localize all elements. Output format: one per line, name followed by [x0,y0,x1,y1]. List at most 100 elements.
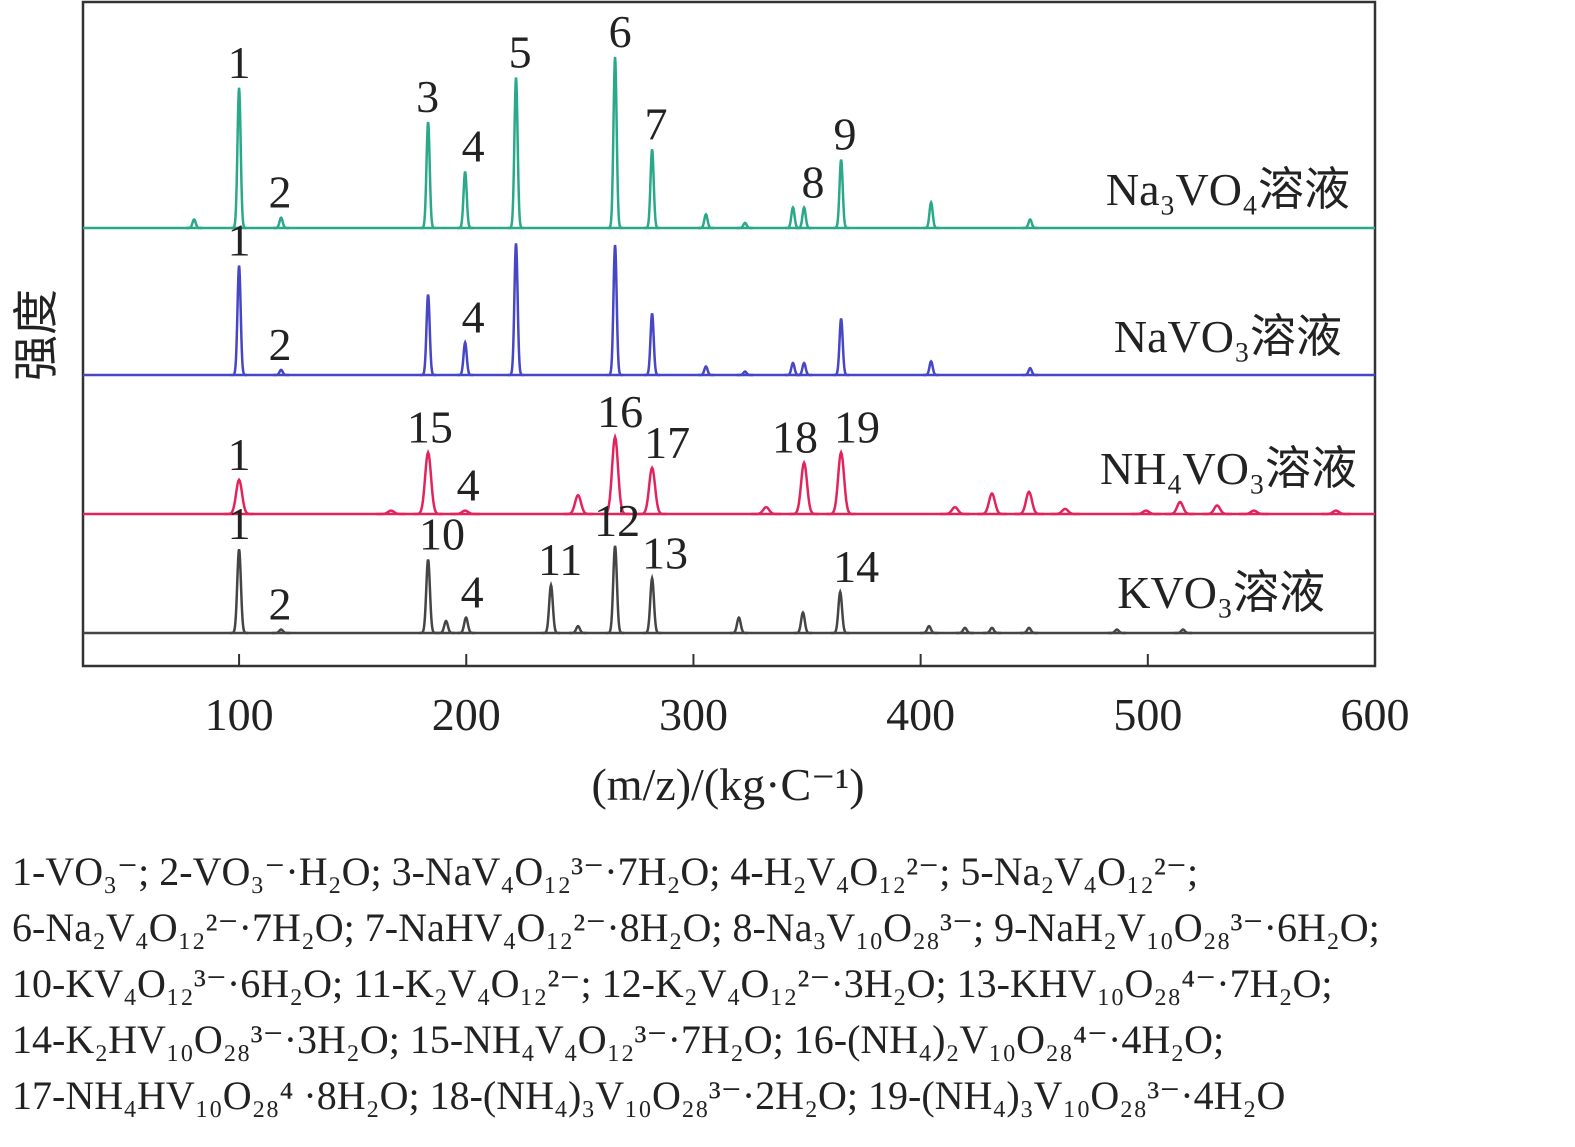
peak [919,624,939,635]
peak [1022,217,1039,230]
peak [644,313,661,377]
peak [600,432,630,516]
peak [831,588,850,635]
peak-label: 16 [597,386,643,437]
peak [1131,509,1161,516]
peak [568,624,588,635]
peak-label: 1 [228,498,251,549]
peak [456,615,476,635]
peak [785,205,801,230]
peak-label: 4 [462,292,485,343]
peak [1202,504,1232,516]
peak [186,217,203,230]
peak [1165,500,1195,516]
peak [376,509,406,516]
x-tick-label: 600 [1341,689,1410,740]
peak-label: 8 [801,156,824,207]
peak-label: 4 [457,460,480,511]
series-name: KVO₃溶液 [1117,567,1325,618]
peak [273,368,290,377]
peak-label: 1 [228,429,251,480]
note-line: 1-VO₃⁻; 2-VO₃⁻·H₂O; 3-NaV₄O₁₂³⁻·7H₂O; 4-… [12,849,1198,894]
peak [457,339,474,377]
peak [272,628,291,635]
y-axis-label: 强度 [11,289,62,381]
peak [1019,626,1039,635]
peak [413,448,443,516]
peak [1014,490,1044,516]
peak [450,509,480,516]
peak-label: 14 [833,541,879,592]
peak-label: 7 [644,98,667,149]
peak [607,244,624,377]
series-name: NH₄VO₃溶液 [1100,443,1357,494]
peak [923,359,940,377]
peak-label: 13 [642,527,688,578]
peak [420,294,437,377]
plot-frame [81,0,1377,668]
peak-label: 2 [268,579,291,630]
peak [826,448,856,516]
peak-label: 15 [407,401,453,452]
series-name: Na₃VO₄溶液 [1106,164,1350,215]
peak-label: 18 [772,412,818,463]
x-axis-label: (m/z)/(kg·C⁻¹) [591,759,864,810]
peak-label: 5 [509,27,532,78]
peak [923,199,940,230]
note-line: 17-NH₄HV₁₀O₂₈⁴ ·8H₂O; 18-(NH₄)₃V₁₀O₂₈³⁻·… [12,1073,1285,1118]
peak [605,545,625,635]
peak [420,121,437,230]
peak [729,615,748,635]
peak [229,548,249,635]
peak [697,212,714,230]
peak [607,56,624,230]
peak [982,626,1002,635]
peak [751,505,781,516]
peak [1050,507,1080,516]
x-tick-label: 400 [886,689,955,740]
peak-label: 12 [594,495,640,546]
peak-label: 10 [419,508,465,559]
peak-label: 4 [461,567,484,618]
peak [737,221,753,230]
peak [833,318,850,377]
x-tick-label: 200 [432,689,501,740]
peak [789,459,819,516]
peak [1022,366,1039,377]
peak [231,265,248,377]
note-line: 14-K₂HV₁₀O₂₈³⁻·3H₂O; 15-NH₄V₄O₁₂³⁻·7H₂O;… [12,1017,1224,1062]
peak-label: 1 [228,37,251,88]
peak [457,171,474,230]
note-line: 6-Na₂V₄O₁₂²⁻·7H₂O; 7-NaHV₄O₁₂²⁻·8H₂O; 8-… [12,905,1380,950]
x-tick-label: 100 [205,689,274,740]
x-tick-label: 500 [1113,689,1182,740]
peak-label: 17 [644,417,690,468]
peak [1107,628,1127,635]
peak [508,243,524,377]
peak [637,465,667,516]
peak [737,370,753,377]
peak [796,205,813,230]
peak [508,77,524,230]
peak-label: 6 [609,6,632,57]
peak [273,216,290,230]
peak [643,573,662,635]
peak [697,364,714,377]
peak [644,149,661,230]
peak-label: 19 [834,401,880,452]
peak-label: 11 [538,534,582,585]
peak [224,477,254,516]
x-tick-label: 300 [659,689,728,740]
peak-label: 4 [462,121,485,172]
peak [1173,628,1193,635]
peak [419,559,438,635]
peak [1321,509,1351,516]
peak-label: 3 [416,71,439,122]
peak [977,491,1007,516]
peak [793,610,813,635]
peak [833,159,850,230]
peak [436,619,456,635]
peak [955,626,975,635]
peak [796,361,813,377]
